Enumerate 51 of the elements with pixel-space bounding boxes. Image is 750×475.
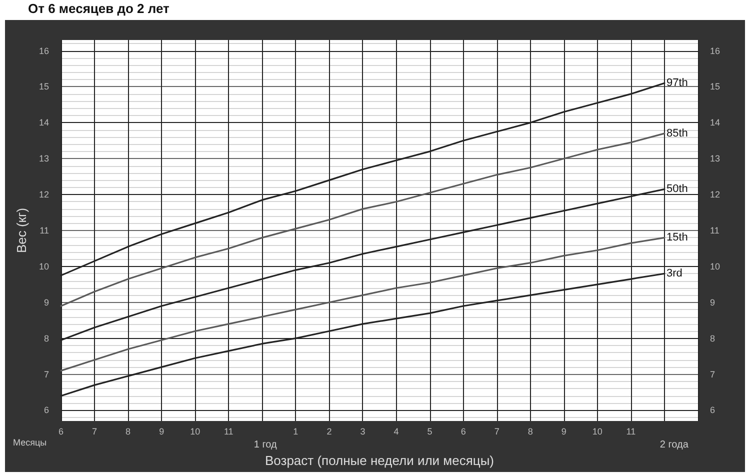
y2-tick-label: 16 — [710, 46, 720, 56]
chart-title: От 6 месяцев до 2 лет — [28, 1, 170, 16]
y-tick-label: 16 — [38, 46, 49, 56]
series-label: 85th — [666, 127, 688, 140]
x-axis-title: Возраст (полные недели или месяцы) — [264, 453, 494, 468]
x-tick-label: 5 — [427, 426, 432, 436]
x-tick-label: 9 — [159, 426, 164, 436]
series-label: 15th — [666, 232, 688, 244]
x-tick-label: 1 — [293, 426, 298, 436]
x-tick-label: 10 — [592, 426, 602, 436]
y2-tick-label: 10 — [710, 261, 720, 272]
line-series — [60, 132, 666, 307]
y-tick-label: 12 — [38, 190, 49, 200]
y-axis-title: Вес (кг) — [14, 208, 30, 254]
text: 2 года — [660, 440, 689, 450]
y2-tick-label: 15 — [710, 82, 720, 92]
y-tick-label: 10 — [38, 261, 49, 272]
x-tick-label: 7 — [92, 426, 98, 436]
text: 1 год — [254, 440, 278, 450]
y2-tick-label: 6 — [710, 405, 716, 416]
x-tick-label: 11 — [224, 426, 234, 436]
y-tick-label: 9 — [44, 297, 49, 308]
y2-tick-label: 9 — [710, 297, 716, 308]
y-tick-label: 7 — [44, 369, 49, 380]
x-tick-label: 3 — [360, 426, 366, 436]
y-tick-label: 14 — [38, 118, 49, 128]
x-tick-label: 7 — [494, 426, 500, 436]
x-tick-label: 4 — [394, 426, 399, 436]
y-tick-label: 6 — [44, 405, 49, 416]
y2-tick-label: 14 — [710, 118, 720, 128]
y2-tick-label: 12 — [710, 190, 720, 200]
x-tick-label: 8 — [126, 426, 131, 436]
x-tick-label: 8 — [528, 426, 533, 436]
x-tick-label: 9 — [561, 426, 566, 436]
x-tick-label: 11 — [626, 426, 636, 436]
x-tick-label: 10 — [190, 426, 200, 436]
text: Месяцы — [13, 438, 47, 448]
series-label: 3rd — [666, 268, 682, 280]
y-tick-label: 8 — [44, 333, 49, 344]
line-series — [60, 236, 666, 372]
y2-tick-label: 11 — [710, 226, 720, 236]
y2-tick-label: 7 — [710, 369, 716, 380]
y-tick-label: 11 — [40, 226, 49, 236]
y-tick-label: 13 — [38, 154, 49, 164]
y-tick-label: 15 — [38, 82, 49, 92]
x-tick-label: 6 — [460, 426, 466, 436]
y2-tick-label: 8 — [710, 333, 716, 344]
y2-tick-label: 13 — [710, 154, 720, 164]
x-tick-label: 6 — [58, 426, 64, 436]
series-label: 50th — [666, 183, 688, 196]
x-tick-label: 2 — [326, 426, 332, 436]
